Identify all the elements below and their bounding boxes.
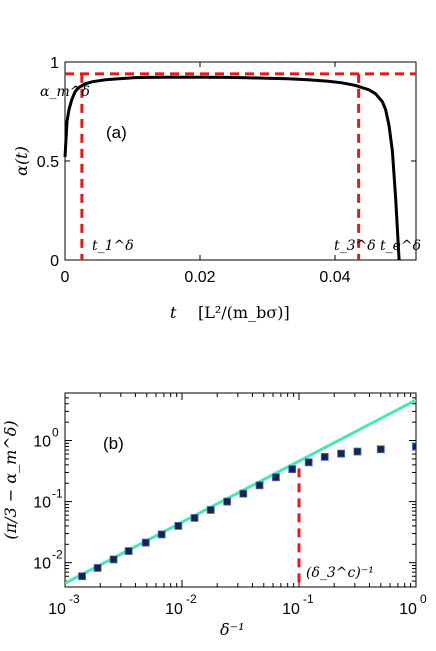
panel-b-marks [65,398,416,587]
panel-a-marks [63,72,416,261]
panel-a-y-tick-label: 0.5 [37,154,59,171]
data-point [412,442,416,451]
panel-b-x-tick-label: 10 [282,601,300,618]
panel-a-y-tick-label: 0 [50,253,59,270]
panel-a-x-axis-label: t [170,303,177,322]
data-point [288,465,297,474]
panel-b-y-tick-label: 10 [33,434,51,451]
alpha-m-delta-label: α_m^δ [40,84,90,100]
panel-b-label: (b) [103,434,124,453]
alpha-curve [63,75,401,261]
panel-b-y-tick-exponent: -2 [52,548,63,562]
panel-b-x-tick-label: 10 [165,601,183,618]
panel-b-x-axis-label: δ⁻¹ [220,620,245,639]
panel-a-x-tick-label: 0.04 [319,269,350,286]
panel-a-y-ticks: 00.51 [37,55,416,270]
data-point [272,473,280,482]
data-point [353,447,362,456]
data-point [109,555,118,564]
panel-b-y-tick-label: 10 [33,495,51,512]
delta3c-inverse-label: (δ_3^c)⁻¹ [306,565,374,581]
panel-a-x-axis-unit: [L²/(m_bσ)] [198,303,290,322]
panel-a-x-tick-label: 0.02 [184,269,215,286]
data-point [141,538,150,547]
data-point [304,458,313,467]
panel-a-frame [64,61,417,261]
data-point [78,572,86,581]
te-delta-label: t_e^δ [380,238,421,254]
data-point [223,497,232,506]
panel-b-x-tick-exponent: -2 [186,592,197,606]
data-point [337,449,346,458]
data-point [255,481,264,490]
data-point [206,506,215,514]
data-point [124,547,133,555]
panel-b-x-tick-exponent: 0 [420,592,427,606]
panel-b-y-tick-label: 10 [33,556,51,573]
panel-b-y-tick-exponent: -1 [52,487,63,501]
data-point [93,564,102,572]
t1-delta-label: t_1^δ [92,238,134,254]
data-point [190,514,199,522]
panel-b-x-tick-exponent: -1 [303,592,314,606]
data-point [376,445,385,454]
panel-a-y-tick-label: 1 [50,55,59,72]
panel-b-x-tick-label: 10 [48,601,66,618]
data-point [174,522,183,530]
panel-b-x-tick-label: 10 [399,601,417,618]
panel-a-x-ticks: 0 0.02 0.04 [61,62,351,286]
data-point [239,489,248,498]
panel-b-x-tick-exponent: -3 [69,592,80,606]
t3-delta-label: t_3^δ [334,238,376,254]
panel-b-frame [64,392,417,588]
panel-b-y-axis-label: (π/3 − α_m^δ) [1,420,20,539]
data-point [320,452,329,461]
panel-a-label: (a) [106,123,127,142]
panel-a-y-axis-label: α(t) [12,146,31,176]
data-point [157,530,166,539]
panel-b-y-tick-exponent: 0 [52,426,59,440]
panel-a-x-tick-label: 0 [61,269,70,286]
panel-a: 0 0.02 0.04 00.51 (a) α(t) t [L²/(m_bσ)] α… [12,55,421,322]
